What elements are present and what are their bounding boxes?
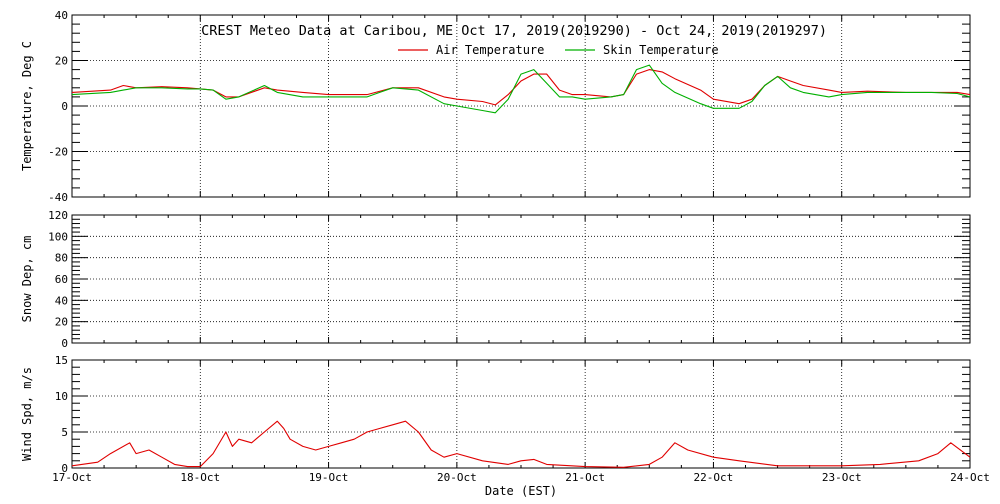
y-tick-label: 10 xyxy=(55,390,68,403)
x-axis-label: Date (EST) xyxy=(485,484,557,498)
x-tick-label: 22-Oct xyxy=(694,471,734,484)
y-tick-label: 0 xyxy=(61,337,68,350)
y-tick-label: 60 xyxy=(55,273,68,286)
y-tick-label: 20 xyxy=(55,55,68,68)
y-tick-label: 5 xyxy=(61,426,68,439)
y-tick-label: 40 xyxy=(55,294,68,307)
y-tick-label: 100 xyxy=(48,230,68,243)
x-tick-label: 17-Oct xyxy=(52,471,92,484)
y-tick-label: 0 xyxy=(61,462,68,475)
chart-title: CREST Meteo Data at Caribou, ME Oct 17, … xyxy=(201,23,827,39)
y-tick-label: 20 xyxy=(55,316,68,329)
plot-frame xyxy=(71,359,971,469)
plot-frame xyxy=(71,14,971,198)
y-tick-label: 80 xyxy=(55,252,68,265)
series-line-1 xyxy=(71,69,971,106)
x-tick-label: 24-Oct xyxy=(950,471,990,484)
legend-label-1: Air Temperature xyxy=(436,43,544,57)
plot-frame xyxy=(71,214,971,344)
x-tick-label: 18-Oct xyxy=(180,471,220,484)
y-tick-label: -40 xyxy=(48,191,68,204)
series-line-1 xyxy=(71,420,971,468)
y-tick-label: 120 xyxy=(48,209,68,222)
y-axis-label: Snow Dep, cm xyxy=(20,236,34,323)
x-tick-label: 23-Oct xyxy=(822,471,862,484)
x-tick-label: 20-Oct xyxy=(437,471,477,484)
x-tick-label: 21-Oct xyxy=(565,471,605,484)
y-axis-label: Temperature, Deg C xyxy=(20,41,34,171)
y-tick-label: 15 xyxy=(55,354,68,367)
y-tick-label: -20 xyxy=(48,146,68,159)
legend-label-2: Skin Temperature xyxy=(603,43,719,57)
y-axis-label: Wind Spd, m/s xyxy=(20,367,34,461)
y-tick-label: 0 xyxy=(61,100,68,113)
y-tick-label: 40 xyxy=(55,9,68,22)
series-line-2 xyxy=(71,64,971,114)
x-tick-label: 19-Oct xyxy=(309,471,349,484)
